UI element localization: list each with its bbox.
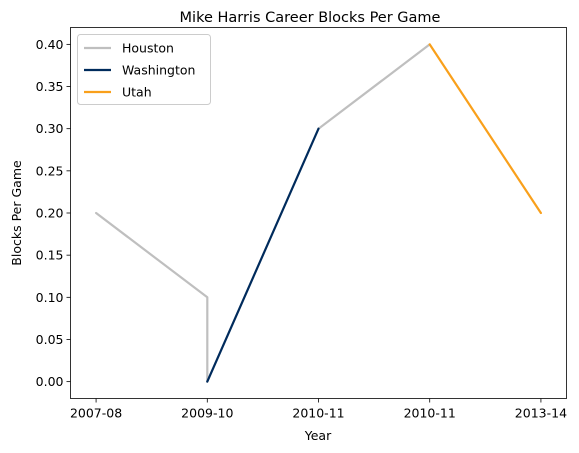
series-line-houston-0 (94, 211, 209, 383)
y-tick-label: 0.15 (36, 248, 64, 263)
series-line-utah-0 (428, 43, 543, 215)
y-axis: 0.00 0.05 0.10 0.15 0.20 0.25 0.30 0.35 0.40 (36, 37, 71, 389)
series-line-houston-1 (317, 43, 431, 130)
x-tick-label: 2007-08 (70, 406, 122, 421)
y-tick-label: 0.25 (36, 163, 64, 178)
x-tick-label: 2010-11 (404, 406, 456, 421)
x-tick-label: 2013-14 (515, 406, 567, 421)
x-tick-label: 2009-10 (181, 406, 233, 421)
plot-lines (94, 43, 543, 383)
x-axis: 2007-082009-102010-112010-112013-14Caree… (70, 398, 567, 421)
x-tick-label: 2010-11 (292, 406, 344, 421)
y-tick-label: 0.00 (36, 374, 64, 389)
y-tick-label: 0.40 (36, 37, 64, 52)
y-tick-label: 0.20 (36, 206, 64, 221)
legend-label-washington: Washington (122, 63, 195, 78)
series-line-washington-0 (206, 127, 320, 383)
y-tick-label: 0.35 (36, 79, 64, 94)
legend: Houston Washington Utah (77, 34, 211, 105)
y-axis-label: Blocks Per Game (9, 160, 24, 266)
chart-title: Mike Harris Career Blocks Per Game (180, 10, 441, 26)
legend-box (77, 34, 211, 105)
y-tick-label: 0.30 (36, 121, 64, 136)
legend-label-houston: Houston (122, 41, 174, 56)
y-tick-label: 0.05 (36, 332, 64, 347)
legend-label-utah: Utah (122, 85, 152, 100)
y-tick-label: 0.10 (36, 290, 64, 305)
x-axis-label: Year (304, 428, 332, 443)
